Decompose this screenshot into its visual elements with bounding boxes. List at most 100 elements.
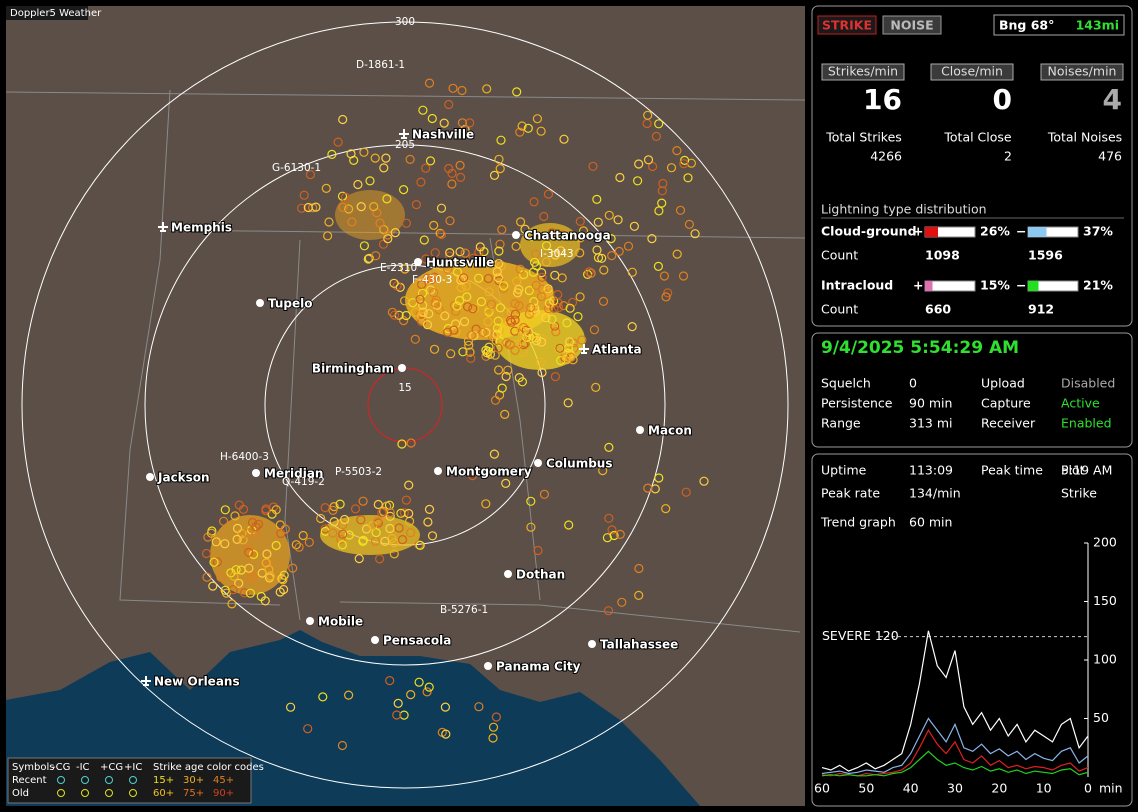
strike-symbol [457, 85, 467, 96]
stat-item: 134/min [909, 486, 961, 501]
strike-symbol [658, 178, 668, 189]
strike-symbol [501, 371, 511, 382]
strike-symbol [593, 253, 604, 263]
strike-symbol [404, 508, 414, 519]
strike-symbol [602, 533, 613, 543]
strike-symbol [515, 217, 526, 227]
strike-symbol [533, 545, 543, 556]
strike-symbol [338, 529, 348, 539]
total-value: 4266 [870, 149, 902, 164]
strike-symbol [492, 329, 502, 339]
strike-symbol [541, 241, 552, 251]
rate-value: 16 [863, 83, 902, 116]
strike-symbol [430, 298, 440, 308]
strike-symbol [591, 382, 601, 392]
strike-symbol [497, 383, 507, 393]
title-tag [6, 6, 88, 20]
strike-symbol [657, 186, 667, 196]
strike-symbol [562, 318, 572, 328]
strike-symbol [526, 496, 536, 506]
strike-symbol [567, 297, 578, 307]
noise-button[interactable] [882, 15, 942, 35]
strike-symbol [475, 242, 485, 252]
strike-symbol [556, 229, 567, 240]
sign: + [913, 224, 923, 239]
strike-symbol [460, 248, 470, 258]
strike-symbol [493, 316, 503, 326]
strike-symbol [400, 296, 410, 306]
strike-symbol [288, 563, 298, 573]
strike-symbol [654, 206, 664, 216]
trend-line [821, 728, 1089, 777]
strike-symbol [208, 581, 218, 591]
strike-symbol [262, 549, 272, 559]
strike-symbol [227, 599, 237, 609]
strike-symbol [344, 690, 354, 700]
strike-symbol [377, 508, 387, 518]
city-dot [398, 364, 406, 372]
strike-symbol [429, 273, 439, 283]
total-value: 476 [1098, 149, 1122, 164]
strike-symbol [520, 224, 530, 234]
strike-symbol [457, 129, 467, 139]
storm-label: G-6130-1 [272, 162, 321, 174]
strike-symbol [434, 305, 444, 315]
percent: 37% [1083, 224, 1113, 239]
legend-symbol [105, 776, 113, 784]
distance: 143mi [1076, 18, 1119, 33]
strike-symbol [298, 530, 308, 541]
strike-symbol [606, 234, 616, 244]
strike-symbol [329, 502, 339, 512]
strike-symbol [537, 272, 547, 282]
strike-symbol [495, 239, 505, 249]
legend-age-code: 60+ [153, 788, 174, 799]
storm-label: B-5276-1 [440, 604, 488, 616]
legend-symbol [129, 789, 137, 797]
strike-symbol [593, 217, 603, 227]
strike-button[interactable] [817, 15, 877, 35]
strike-symbol [244, 563, 254, 573]
strike-symbol [452, 301, 462, 311]
storm-label: H-6400-3 [220, 451, 269, 463]
strike-symbol [566, 352, 576, 362]
strike-symbol [551, 327, 561, 337]
strike-symbol [444, 163, 454, 174]
strike-symbol [414, 677, 424, 687]
total-label: Total Noises [1047, 130, 1122, 145]
status-item: Active [1061, 396, 1100, 411]
strike-symbol [575, 292, 585, 302]
rate-value: 4 [1103, 83, 1122, 116]
range-ring [21, 21, 789, 789]
strike-symbol [239, 588, 249, 598]
strike-symbol [514, 373, 524, 383]
strike-symbol [249, 549, 259, 560]
strike-symbol [209, 557, 219, 567]
strike-symbol [511, 241, 521, 251]
strike-symbol [564, 337, 575, 347]
strike-symbol [427, 531, 438, 541]
strike-symbol [216, 572, 226, 582]
strike-symbol [613, 215, 623, 225]
strike-symbol [553, 290, 563, 300]
strike-symbol [457, 118, 467, 128]
strike-symbol [359, 241, 369, 251]
strike-symbol [474, 702, 484, 712]
strike-symbol [350, 504, 361, 514]
strike-symbol [397, 534, 408, 545]
strike-symbol [526, 232, 537, 242]
strike-symbol [443, 264, 453, 274]
strike-symbol [541, 257, 552, 267]
strike-symbol [381, 153, 391, 163]
strike-symbol [543, 189, 554, 199]
strike-symbol [271, 540, 281, 551]
count-value: 1596 [1028, 248, 1063, 263]
strike-symbol [643, 110, 653, 120]
y-tick-label: 150 [1093, 593, 1117, 608]
strike-symbol [663, 288, 673, 298]
sign: − [1016, 278, 1026, 293]
strike-symbol [643, 155, 654, 165]
strike-symbol [436, 203, 447, 213]
strike-symbol [537, 367, 547, 378]
status-item: Range [821, 416, 861, 431]
